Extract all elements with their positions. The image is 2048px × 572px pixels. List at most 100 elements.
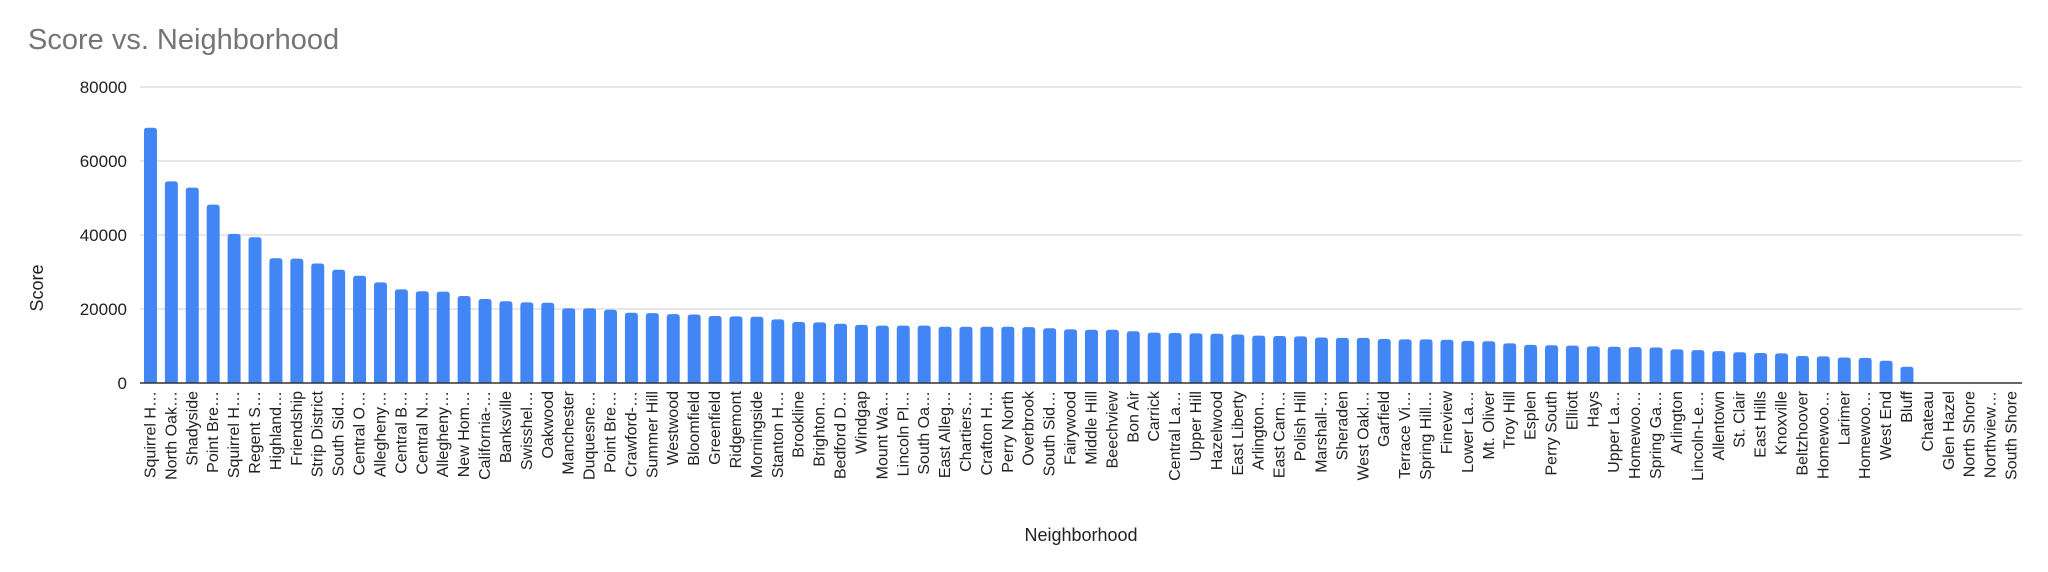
x-tick-label: Squirrel H… <box>142 391 159 478</box>
bar <box>143 127 157 383</box>
bars <box>143 127 1914 383</box>
bar <box>1398 339 1412 383</box>
bar <box>1879 360 1893 383</box>
bar <box>1294 336 1308 383</box>
x-tick-label: South Oa… <box>916 391 933 475</box>
bar <box>1335 337 1349 383</box>
bar <box>708 316 722 383</box>
x-tick-label: Brighton… <box>812 391 829 467</box>
bar <box>1064 329 1078 383</box>
bar <box>938 326 952 383</box>
bar <box>290 258 304 383</box>
x-tick-label: Hays <box>1585 391 1602 427</box>
y-tick-label: 40000 <box>80 226 127 245</box>
bar <box>1545 345 1558 383</box>
bar <box>1147 332 1161 383</box>
x-tick-label: Lower La… <box>1460 391 1477 473</box>
x-tick-label: Arlington <box>1669 391 1686 454</box>
x-tick-label: Westwood <box>665 391 682 465</box>
x-tick-label: Central O… <box>352 391 369 475</box>
y-tick-label: 20000 <box>80 300 127 319</box>
x-tick-label: East Hills <box>1753 391 1770 458</box>
x-tick-label: Bon Air <box>1125 390 1142 442</box>
gridlines <box>140 86 2022 310</box>
x-tick-label: Crafton H… <box>979 391 996 475</box>
bar <box>415 291 429 383</box>
x-tick-label: Spring Hill… <box>1418 391 1435 480</box>
bar <box>1754 353 1768 383</box>
x-tick-label: Homewoo… <box>1815 391 1832 479</box>
bar <box>1837 357 1851 383</box>
x-tick-label: Middle Hill <box>1083 391 1100 465</box>
x-axis-ticks: Squirrel H… North Oak… Shadyside Point Bre…… <box>142 390 2020 481</box>
x-tick-label: Regent S… <box>247 391 264 474</box>
x-tick-label: Highland… <box>268 391 285 470</box>
x-tick-label: Hazelwood <box>1209 391 1226 470</box>
bar <box>206 204 220 383</box>
bar <box>980 326 994 383</box>
x-tick-label: Shadyside <box>184 391 201 466</box>
bar <box>1377 338 1391 383</box>
bar <box>771 319 785 383</box>
x-tick-label: Banksville <box>498 391 515 463</box>
x-tick-label: Marshall-… <box>1313 391 1330 473</box>
bar <box>1210 333 1224 383</box>
bar <box>1273 336 1287 383</box>
bar <box>1524 344 1538 383</box>
x-tick-label: Bluff <box>1899 390 1916 422</box>
x-tick-label: West End <box>1878 391 1895 460</box>
y-tick-label: 0 <box>118 374 127 393</box>
x-tick-label: Bloomfield <box>686 391 703 466</box>
bar <box>1565 345 1579 383</box>
bar <box>813 322 827 383</box>
x-tick-label: South Sid… <box>331 391 348 476</box>
x-tick-label: Central La… <box>1167 391 1184 481</box>
x-tick-label: Point Bre… <box>205 391 222 473</box>
bar <box>1314 337 1328 383</box>
bar <box>896 325 910 383</box>
bar <box>1252 335 1266 383</box>
x-tick-label: Brookline <box>791 391 808 458</box>
x-tick-label: Central B… <box>393 391 410 474</box>
x-tick-label: Bedford D… <box>833 391 850 479</box>
bar <box>1712 351 1726 383</box>
y-tick-label: 80000 <box>80 78 127 97</box>
x-tick-label: Windgap <box>853 391 870 454</box>
x-tick-label: Squirrel H… <box>226 391 243 478</box>
bar <box>583 308 597 383</box>
bar <box>1189 333 1203 383</box>
x-tick-label: Fineview <box>1439 391 1456 455</box>
bar <box>1482 341 1496 383</box>
x-tick-label: Crawford-… <box>623 391 640 477</box>
x-tick-label: South Sid… <box>1042 391 1059 476</box>
x-tick-label: Duquesne… <box>582 391 599 480</box>
x-tick-label: Stanton H… <box>770 391 787 478</box>
x-tick-label: Elliott <box>1564 390 1581 430</box>
y-axis-ticks: 0 20000 40000 60000 80000 <box>80 78 127 393</box>
x-tick-label: Allegheny… <box>435 391 452 477</box>
bar <box>373 282 387 383</box>
x-tick-label: Oakwood <box>540 391 557 459</box>
x-tick-label: Greenfield <box>707 391 724 465</box>
x-tick-label: Terrace Vi… <box>1397 391 1414 479</box>
x-tick-label: Strip District <box>310 390 327 477</box>
bar <box>394 289 408 383</box>
bar <box>1816 356 1830 383</box>
x-tick-label: Homewoo… <box>1627 391 1644 479</box>
x-axis-title: Neighborhood <box>1024 525 1137 545</box>
bar <box>645 313 659 383</box>
bar <box>499 301 513 383</box>
bar <box>1628 347 1642 383</box>
x-tick-label: Manchester <box>561 390 578 474</box>
bar <box>269 258 283 383</box>
x-tick-label: Arlington… <box>1251 391 1268 470</box>
x-tick-label: East Liberty <box>1230 391 1247 475</box>
chart-title: Score vs. Neighborhood <box>28 24 340 56</box>
x-tick-label: Lincoln Pl… <box>895 391 912 476</box>
bar <box>1419 339 1433 383</box>
x-tick-label: Overbrook <box>1021 390 1038 466</box>
bar <box>227 233 241 383</box>
x-tick-label: New Hom… <box>456 391 473 477</box>
x-tick-label: East Carn… <box>1272 391 1289 478</box>
x-tick-label: Allentown <box>1711 391 1728 460</box>
